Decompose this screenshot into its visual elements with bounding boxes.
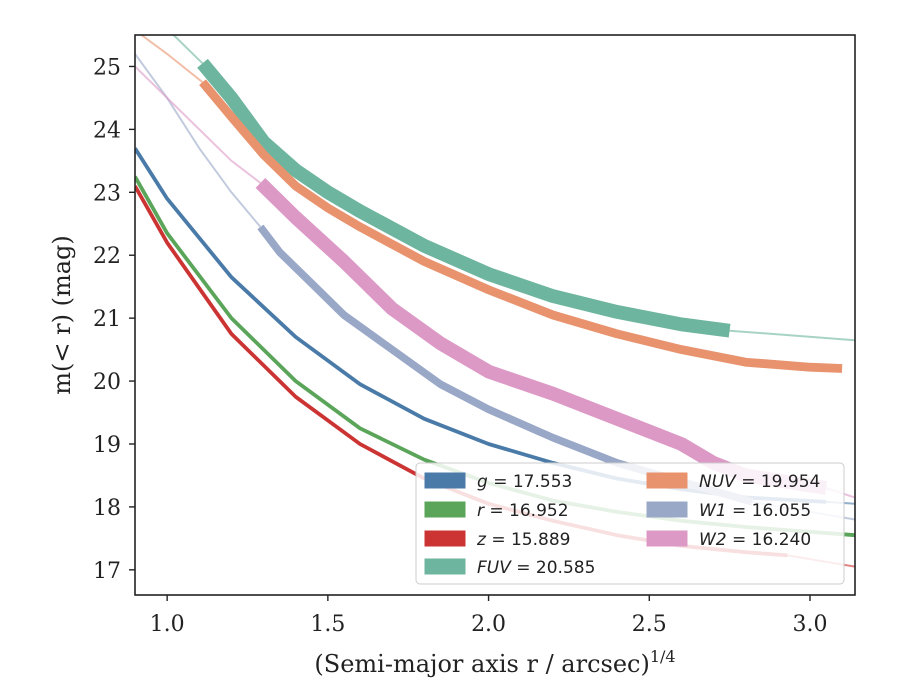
legend-item: g = 17.553	[424, 472, 572, 492]
legend-label: FUV = 20.585	[477, 558, 595, 578]
series-0	[135, 147, 855, 505]
x-tick-label: 1.0	[150, 612, 185, 637]
legend-label: g = 17.553	[477, 472, 572, 492]
x-axis-label: (Semi-major axis r / arcsec)1/4	[314, 647, 675, 678]
series-line	[199, 79, 843, 373]
series-line-extension	[135, 65, 262, 184]
legend-swatch	[646, 472, 688, 489]
legend-swatch	[424, 530, 466, 547]
y-tick-label: 22	[93, 244, 121, 269]
y-axis: 17 18 19 20 21 22 23 24 25	[93, 55, 135, 584]
series-4	[140, 35, 843, 373]
legend-label: r = 16.952	[477, 501, 569, 521]
legend-swatch	[424, 501, 466, 518]
y-tick-label: 19	[93, 433, 121, 458]
legend: g = 17.553 r = 16.952 z = 15.889 FUV = 20.5…	[415, 462, 845, 585]
legend-label: z = 15.889	[476, 530, 570, 550]
series-line-extension	[172, 35, 204, 65]
series-line	[255, 177, 828, 495]
legend-swatch	[424, 558, 466, 575]
y-tick-label: 23	[93, 181, 121, 206]
legend-item: W2 = 16.240	[646, 530, 811, 550]
x-tick-label: 2.0	[471, 612, 506, 637]
series-line	[197, 58, 731, 338]
legend-label: NUV = 19.954	[699, 472, 820, 492]
legend-label: W1 = 16.055	[699, 501, 811, 521]
legend-box	[415, 462, 845, 585]
y-tick-label: 17	[93, 559, 121, 584]
legend-swatch	[646, 501, 688, 518]
y-tick-label: 21	[93, 307, 121, 332]
x-tick-label: 2.5	[632, 612, 667, 637]
x-tick-label: 1.5	[310, 612, 345, 637]
plot-frame	[134, 34, 856, 596]
series-line-extension	[135, 53, 262, 228]
legend-swatch	[424, 472, 466, 489]
legend-item: z = 15.889	[424, 530, 570, 550]
legend-swatch	[646, 530, 688, 547]
x-axis: 1.0 1.5 2.0 2.5 3.0	[150, 595, 828, 637]
y-tick-label: 25	[93, 55, 121, 80]
legend-item: FUV = 20.585	[424, 558, 595, 578]
legend-item: W1 = 16.055	[646, 501, 811, 521]
legend-label: W2 = 16.240	[699, 530, 811, 550]
y-tick-label: 20	[93, 370, 121, 395]
y-axis-label: m(< r) (mag)	[48, 235, 76, 394]
series-line-extension	[729, 329, 855, 342]
legend-item: NUV = 19.954	[646, 472, 820, 492]
y-tick-label: 18	[93, 496, 121, 521]
x-tick-label: 3.0	[793, 612, 828, 637]
legend-item: r = 16.952	[424, 501, 569, 521]
series-3	[172, 35, 855, 342]
y-tick-label: 24	[93, 118, 121, 143]
series-line-extension	[140, 35, 204, 83]
